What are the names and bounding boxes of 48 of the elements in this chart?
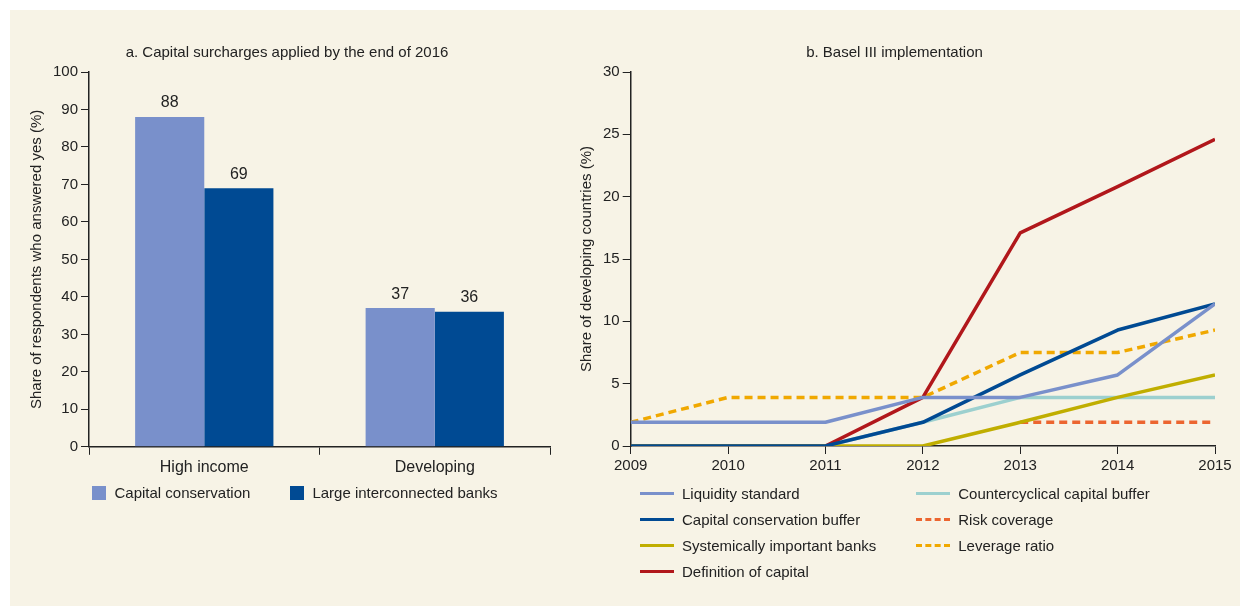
chart-title: a. Capital surcharges applied by the end of 2016 [125,43,449,61]
x-tick-label: High income [159,457,249,475]
data-label: 88 [160,93,179,111]
bar [204,188,274,447]
y-tick-label: 20 [61,361,79,379]
y-tick-label: 30 [61,324,79,342]
y-tick-label: 60 [61,212,79,230]
data-label: 36 [460,288,479,306]
data-label: 69 [229,164,248,182]
bar [135,116,205,447]
bar [365,308,435,447]
y-tick-label: 70 [61,174,79,192]
y-tick-label: 80 [61,137,79,155]
bar [434,311,504,447]
x-tick-label: 2014 [1100,456,1135,474]
legend-label: Risk coverage [958,510,1054,528]
legend-label: Systemically important banks [682,536,877,554]
y-tick-label: 20 [603,186,620,204]
x-tick-label: 2012 [906,456,940,474]
y-tick-label: 40 [61,287,79,305]
y-tick-label: 30 [603,62,620,80]
y-tick-label: 5 [611,373,620,391]
y-tick-label: 90 [61,99,79,117]
legend-label: Definition of capital [682,562,809,580]
x-tick-label: 2009 [614,456,648,474]
y-tick-label: 15 [603,249,620,267]
y-axis-title: Share of respondents who answered yes (%) [27,109,45,410]
x-tick-label: 2010 [711,456,745,474]
x-tick-label: Developing [394,457,475,475]
y-tick-label: 10 [61,399,79,417]
legend-label: Leverage ratio [958,536,1055,554]
x-tick-label: 2013 [1003,456,1037,474]
y-tick-label: 0 [611,436,620,454]
y-tick-label: 50 [61,249,79,267]
y-tick-label: 25 [603,124,620,142]
legend-label: Capital conservation [114,484,251,501]
legend-label: Liquidity standard [682,484,800,502]
y-axis-title: Share of developing countries (%) [577,146,595,372]
chart-title: b. Basel III implementation [806,43,983,61]
x-tick-label: 2015 [1198,456,1232,474]
legend-label: Large interconnected banks [312,484,498,501]
y-tick-label: 100 [53,62,79,80]
x-tick-label: 2011 [809,456,842,474]
y-tick-label: 10 [603,311,620,329]
legend-label: Countercyclical capital buffer [958,484,1150,502]
y-tick-label: 0 [69,436,79,454]
data-label: 37 [391,284,410,302]
legend-label: Capital conservation buffer [682,510,861,528]
